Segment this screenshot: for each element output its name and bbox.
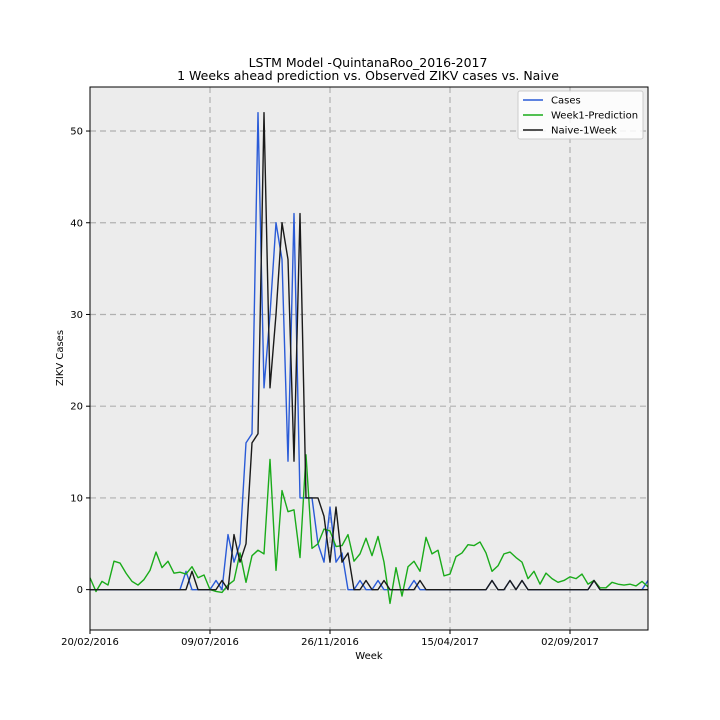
y-tick-label: 40 [70, 218, 83, 229]
legend-label: Naive-1Week [551, 126, 617, 137]
y-tick-label: 10 [70, 493, 83, 504]
legend-label: Cases [551, 96, 581, 107]
y-axis: 0 10 20 30 40 50 [70, 127, 90, 596]
legend: Cases Week1-Prediction Naive-1Week [517, 90, 644, 140]
x-tick-label: 15/04/2017 [421, 637, 479, 648]
series-line-1 [89, 454, 649, 605]
x-tick-label: 20/02/2016 [61, 637, 119, 648]
x-tick-label: 26/11/2016 [301, 637, 359, 648]
y-tick-label: 30 [70, 310, 83, 321]
plot-area [90, 87, 648, 630]
legend-label: Week1-Prediction [551, 111, 638, 122]
y-axis-label: ZIKV Cases [55, 330, 66, 386]
x-axis: 20/02/2016 09/07/2016 26/11/2016 15/04/2017… [61, 630, 599, 648]
x-axis-label: Week [355, 651, 383, 662]
series-lines [89, 111, 649, 605]
y-tick-label: 0 [77, 585, 83, 596]
y-tick-label: 20 [70, 402, 83, 413]
y-tick-label: 50 [70, 127, 83, 138]
plot-frame [89, 86, 649, 631]
x-tick-label: 02/09/2017 [541, 637, 599, 648]
legend-box [517, 90, 644, 140]
chart-title: LSTM Model -QuintanaRoo_2016-2017 [249, 55, 488, 70]
chart-subtitle: 1 Weeks ahead prediction vs. Observed ZI… [177, 68, 559, 83]
series-line-2 [90, 111, 648, 591]
x-tick-label: 09/07/2016 [181, 637, 239, 648]
